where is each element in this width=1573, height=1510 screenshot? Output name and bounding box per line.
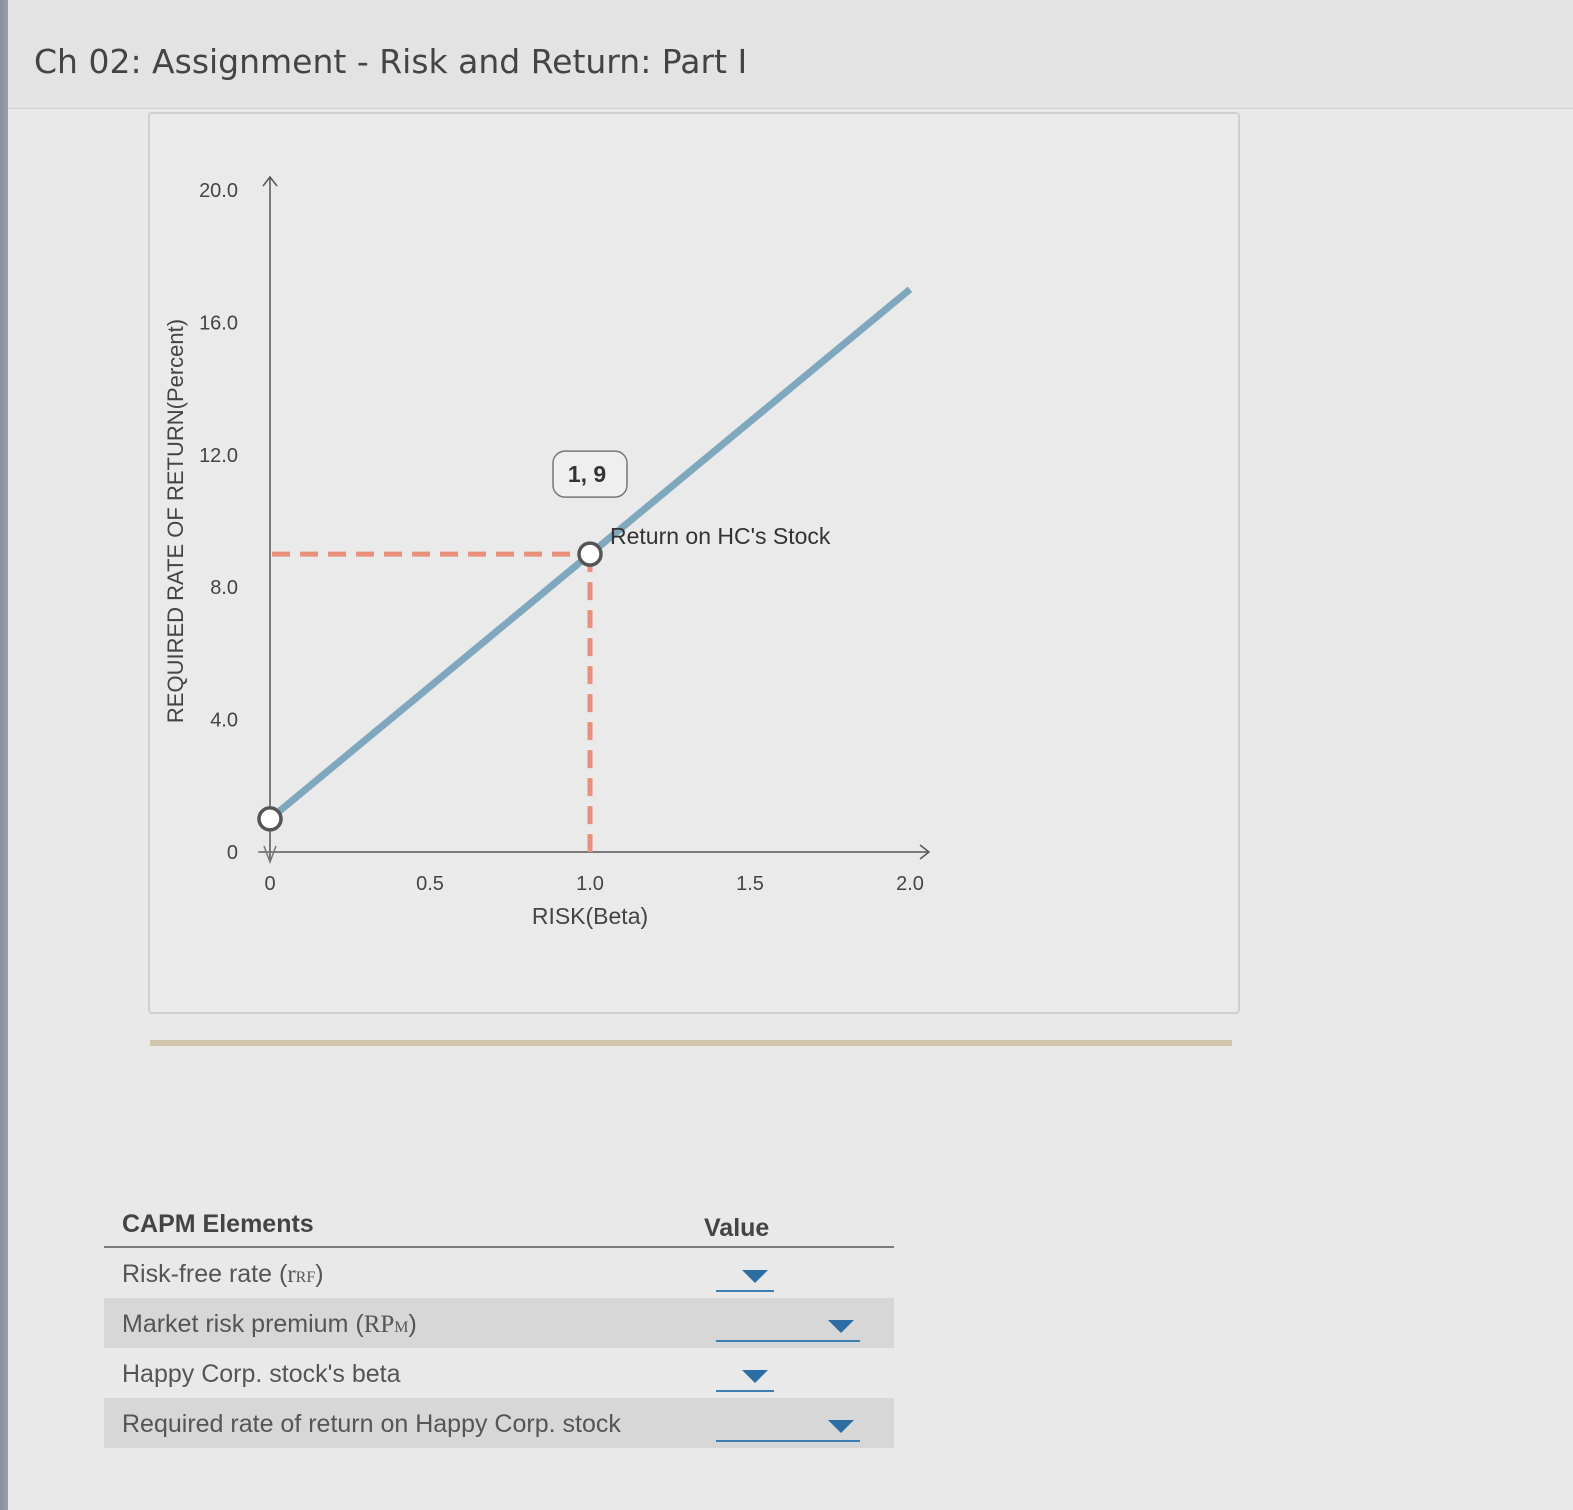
row-required-return: Required rate of return on Happy Corp. s… (104, 1398, 894, 1448)
y-tick-label: 8.0 (210, 577, 238, 599)
page-title: Ch 02: Assignment - Risk and Return: Par… (34, 42, 748, 81)
x-axis-label: RISK(Beta) (532, 903, 648, 929)
x-tick-label: 0.5 (416, 873, 444, 895)
market-risk-premium-dropdown[interactable] (716, 1308, 860, 1342)
graph-panel (148, 112, 1240, 1014)
y-tick-label: 16.0 (199, 312, 238, 334)
header-band: Ch 02: Assignment - Risk and Return: Par… (8, 0, 1573, 109)
x-tick-label: 0 (264, 873, 275, 895)
stock-beta-label: Happy Corp. stock's beta (122, 1360, 401, 1388)
draggable-point[interactable] (257, 806, 283, 832)
y-tick-label: 0 (227, 842, 238, 864)
x-tick-label: 1.0 (576, 873, 604, 895)
chevron-down-icon (828, 1320, 854, 1333)
y-axis-arrow-icon (262, 175, 278, 187)
coordinate-tooltip-text: 1, 9 (568, 461, 606, 487)
chevron-down-icon (828, 1420, 854, 1433)
y-tick-label: 4.0 (210, 710, 238, 732)
x-tick-label: 2.0 (896, 873, 924, 895)
row-risk-free-rate: Risk-free rate (rRF) (104, 1248, 894, 1298)
risk-free-rate-label: Risk-free rate (rRF) (122, 1260, 324, 1288)
y-axis-label: REQUIRED RATE OF RETURN(Percent) (163, 319, 188, 723)
x-axis-arrow-icon (919, 844, 931, 860)
required-return-dropdown[interactable] (716, 1408, 860, 1442)
market-risk-premium-label: Market risk premium (RPM) (122, 1310, 417, 1338)
point-label: Return on HC's Stock (610, 523, 831, 549)
coordinate-tooltip (552, 450, 628, 498)
required-return-label: Required rate of return on Happy Corp. s… (122, 1410, 621, 1438)
y-tick-label: 12.0 (199, 445, 238, 467)
origin-arrows-icon (258, 845, 282, 865)
draggable-point[interactable] (577, 541, 603, 567)
risk-free-rate-dropdown[interactable] (716, 1258, 774, 1292)
chevron-down-icon (742, 1270, 768, 1283)
x-tick-label: 1.5 (736, 873, 764, 895)
assignment-page: Ch 02: Assignment - Risk and Return: Par… (8, 0, 1573, 1510)
header-capm-elements: CAPM Elements (122, 1210, 314, 1238)
section-divider (150, 1040, 1232, 1046)
y-tick-label: 20.0 (199, 180, 238, 202)
header-value: Value (704, 1214, 770, 1242)
chevron-down-icon (742, 1370, 768, 1383)
row-stock-beta: Happy Corp. stock's beta (104, 1348, 894, 1398)
table-header: CAPM Elements Value (104, 1200, 894, 1248)
capm-table: CAPM Elements Value Risk-free rate (rRF)… (104, 1200, 894, 1448)
stock-beta-dropdown[interactable] (716, 1358, 774, 1392)
row-market-risk-premium: Market risk premium (RPM) (104, 1298, 894, 1348)
